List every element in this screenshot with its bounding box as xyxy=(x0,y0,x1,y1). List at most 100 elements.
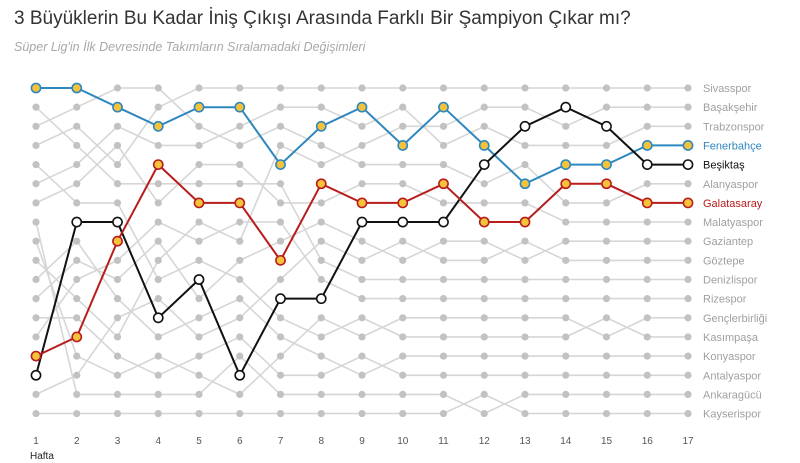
chart-subtitle: Süper Lig'in İlk Devresinde Takımların S… xyxy=(14,40,366,54)
point-denizlispor-6 xyxy=(236,180,244,188)
point-kasimpasa-13 xyxy=(521,333,529,341)
point-malatyaspor-6 xyxy=(236,161,244,169)
point-rizespor-5 xyxy=(195,237,203,245)
point-gaziantep-14 xyxy=(562,237,570,245)
point-rizespor-4 xyxy=(154,218,162,226)
point-basaksehir-13 xyxy=(521,103,529,111)
point-alanyaspor-5 xyxy=(195,122,203,130)
x-tick-9: 9 xyxy=(359,436,365,447)
point-malatyaspor-4 xyxy=(154,199,162,207)
team-label-goztepe: Göztepe xyxy=(703,255,745,267)
point-sivasspor-15 xyxy=(602,84,611,92)
point-malatyaspor-3 xyxy=(113,141,122,150)
point-besiktas-8 xyxy=(315,293,327,305)
point-besiktas-12 xyxy=(478,159,490,170)
point-trabzonspor-17 xyxy=(684,122,692,130)
point-rizespor-3 xyxy=(113,256,122,264)
point-denizlispor-5 xyxy=(195,180,203,188)
point-kasimpasa-16 xyxy=(643,333,651,341)
point-kayserispor-16 xyxy=(643,409,651,418)
point-galatasaray-13 xyxy=(519,216,531,228)
point-rizespor-1 xyxy=(32,333,40,341)
point-besiktas-10 xyxy=(397,216,409,228)
point-basaksehir-1 xyxy=(32,256,40,264)
point-sivasspor-16 xyxy=(643,84,651,92)
point-genclerbirligi-16 xyxy=(643,314,651,322)
point-fenerbahce-12 xyxy=(478,140,490,151)
point-besiktas-5 xyxy=(193,274,205,285)
point-antalyaspor-15 xyxy=(602,371,611,379)
point-rizespor-12 xyxy=(480,295,488,303)
team-label-rizespor: Rizespor xyxy=(703,294,747,306)
point-kayserispor-15 xyxy=(602,409,611,418)
point-denizlispor-7 xyxy=(276,180,285,188)
team-label-konyaspor: Konyaspor xyxy=(703,351,756,363)
point-denizlispor-14 xyxy=(562,275,570,284)
point-goztepe-7 xyxy=(276,275,285,284)
point-kasimpasa-14 xyxy=(562,333,570,341)
point-ankaragucu-10 xyxy=(399,390,407,398)
point-ankaragucu-4 xyxy=(154,390,162,398)
point-denizlispor-11 xyxy=(439,275,448,284)
point-kasimpasa-6 xyxy=(236,275,244,284)
point-trabzonspor-16 xyxy=(643,122,651,130)
point-konyaspor-9 xyxy=(358,371,366,379)
point-konyaspor-8 xyxy=(317,352,325,360)
point-gaziantep-8 xyxy=(317,218,325,226)
point-alanyaspor-11 xyxy=(439,161,448,169)
x-tick-17: 17 xyxy=(682,436,694,447)
point-genclerbirligi-6 xyxy=(236,390,244,398)
point-malatyaspor-17 xyxy=(684,218,692,226)
point-goztepe-13 xyxy=(521,237,529,245)
point-trabzonspor-5 xyxy=(195,141,203,150)
team-label-alanyaspor: Alanyaspor xyxy=(703,179,758,191)
point-malatyaspor-14 xyxy=(562,218,570,226)
team-label-galatasaray: Galatasaray xyxy=(703,198,763,210)
point-ankaragucu-5 xyxy=(195,390,203,398)
point-kasimpasa-10 xyxy=(399,333,407,341)
point-gaziantep-12 xyxy=(480,237,488,245)
point-fenerbahce-9 xyxy=(356,101,368,113)
point-alanyaspor-4 xyxy=(154,84,162,92)
point-denizlispor-15 xyxy=(602,275,611,284)
point-denizlispor-17 xyxy=(684,275,692,284)
grey-lines-layer xyxy=(35,87,688,415)
point-basaksehir-8 xyxy=(317,161,325,169)
point-konyaspor-12 xyxy=(480,352,488,360)
point-antalyaspor-3 xyxy=(113,352,122,360)
point-alanyaspor-14 xyxy=(562,199,570,207)
point-gaziantep-2 xyxy=(73,256,81,264)
point-sivasspor-4 xyxy=(154,103,162,111)
point-kayserispor-1 xyxy=(32,409,40,418)
point-fenerbahce-8 xyxy=(315,120,327,132)
point-antalyaspor-17 xyxy=(684,371,692,379)
point-malatyaspor-8 xyxy=(317,199,325,207)
highlight-lines-layer xyxy=(35,87,688,378)
point-genclerbirligi-7 xyxy=(276,352,285,360)
point-denizlispor-16 xyxy=(643,275,651,284)
point-malatyaspor-11 xyxy=(439,199,448,207)
point-konyaspor-13 xyxy=(521,352,529,360)
point-kayserispor-8 xyxy=(317,409,325,418)
point-galatasaray-3 xyxy=(112,235,123,247)
point-genclerbirligi-8 xyxy=(317,314,325,322)
point-fenerbahce-7 xyxy=(275,159,286,170)
point-kasimpasa-12 xyxy=(480,333,488,341)
point-alanyaspor-1 xyxy=(32,122,40,130)
point-goztepe-15 xyxy=(602,256,611,264)
x-tick-5: 5 xyxy=(196,436,202,447)
point-malatyaspor-9 xyxy=(358,180,366,188)
point-trabzonspor-11 xyxy=(439,141,448,150)
point-trabzonspor-3 xyxy=(113,122,122,130)
point-rizespor-14 xyxy=(562,295,570,303)
point-malatyaspor-10 xyxy=(399,180,407,188)
point-rizespor-6 xyxy=(236,218,244,226)
point-denizlispor-9 xyxy=(358,275,366,284)
point-kayserispor-10 xyxy=(399,409,407,418)
x-tick-13: 13 xyxy=(519,436,531,447)
point-fenerbahce-3 xyxy=(112,101,123,113)
point-gaziantep-16 xyxy=(643,237,651,245)
point-ankaragucu-17 xyxy=(684,390,692,398)
point-konyaspor-17 xyxy=(684,352,692,360)
point-denizlispor-1 xyxy=(32,103,40,111)
